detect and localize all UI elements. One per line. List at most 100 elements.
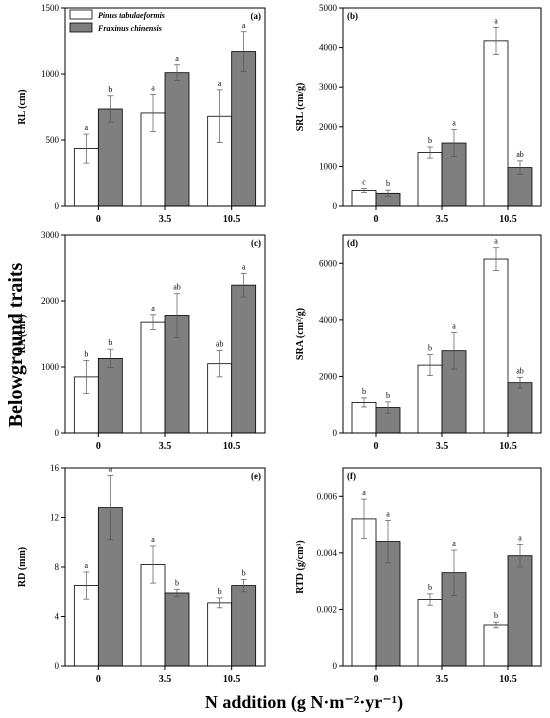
plot-frame bbox=[64, 467, 266, 667]
bar bbox=[417, 599, 443, 667]
x-tick-label: 10.5 bbox=[223, 674, 241, 685]
significance-letter: ab bbox=[173, 283, 181, 292]
significance-letter: b bbox=[175, 578, 179, 587]
panel-tag: (d) bbox=[347, 238, 358, 248]
bar bbox=[483, 40, 509, 207]
significance-letter: a bbox=[175, 54, 179, 63]
significance-letter: a bbox=[452, 539, 456, 548]
significance-letter: b bbox=[428, 136, 432, 145]
y-tick-label: 0.006 bbox=[317, 491, 338, 501]
y-tick-label: 0 bbox=[55, 428, 60, 438]
legend-label: Fraxinus chinensis bbox=[97, 24, 162, 33]
panel-tag: (b) bbox=[347, 11, 358, 21]
bar bbox=[97, 358, 123, 434]
significance-letter: b bbox=[108, 338, 112, 347]
panel-tag: (a) bbox=[251, 11, 262, 21]
y-tick-label: 1000 bbox=[41, 362, 60, 372]
y-tick-label: 5000 bbox=[319, 3, 338, 13]
x-tick-label: 10.5 bbox=[223, 441, 241, 452]
y-axis-label: RL (cm) bbox=[17, 89, 28, 124]
y-tick-label: 0 bbox=[55, 201, 60, 211]
y-tick-label: 0.004 bbox=[317, 548, 338, 558]
plot-frame bbox=[342, 7, 542, 207]
x-tick-label: 3.5 bbox=[159, 674, 172, 685]
significance-letter: b bbox=[386, 391, 390, 400]
x-tick-label: 3.5 bbox=[159, 441, 172, 452]
y-tick-label: 1000 bbox=[41, 69, 60, 79]
y-tick-label: 0 bbox=[333, 201, 338, 211]
significance-letter: b bbox=[428, 344, 432, 353]
panel-d: 0 2000 4000 6000 SRA (cm²/g) 0 b b 3.5 b a 10.5 a ab (… bbox=[295, 234, 542, 452]
significance-letter: a bbox=[362, 488, 366, 497]
significance-letter: a bbox=[242, 21, 246, 30]
significance-letter: ab bbox=[216, 340, 224, 349]
panel-e: 0 4 8 12 16 RD (mm) 0 a a 3.5 a b 10.5 b b (e) bbox=[17, 463, 266, 685]
significance-letter: b bbox=[242, 568, 246, 577]
x-tick-label: 0 bbox=[374, 441, 379, 452]
significance-letter: a bbox=[518, 533, 522, 542]
x-tick-label: 10.5 bbox=[223, 214, 241, 225]
bar bbox=[507, 555, 533, 667]
x-tick-label: 3.5 bbox=[436, 214, 449, 225]
x-tick-label: 3.5 bbox=[436, 674, 449, 685]
significance-letter: a bbox=[386, 509, 390, 518]
bar bbox=[231, 284, 257, 434]
significance-letter: a bbox=[494, 16, 498, 25]
legend: Pinus tabulaeformis Fraxinus chinensis bbox=[69, 9, 165, 33]
x-tick-label: 0 bbox=[374, 674, 379, 685]
significance-letter: a bbox=[494, 237, 498, 246]
bar bbox=[507, 382, 533, 434]
significance-letter: b bbox=[84, 349, 88, 358]
significance-letter: ab bbox=[516, 366, 524, 375]
y-tick-label: 3000 bbox=[41, 230, 60, 240]
plot-frame bbox=[342, 234, 542, 434]
y-tick-label: 500 bbox=[46, 135, 60, 145]
significance-letter: a bbox=[85, 123, 89, 132]
y-tick-label: 2000 bbox=[319, 371, 338, 381]
y-axis-label: RTD (g/cm³) bbox=[295, 540, 306, 593]
legend-swatch bbox=[69, 9, 93, 20]
y-tick-label: 16 bbox=[50, 463, 60, 473]
bar bbox=[97, 108, 123, 207]
significance-letter: b bbox=[494, 611, 498, 620]
y-tick-label: 8 bbox=[55, 562, 60, 572]
significance-letter: a bbox=[242, 262, 246, 271]
panel-b: 0 1000 2000 3000 4000 5000 SRL (cm/g) 0 c b 3.5 b a 1… bbox=[295, 3, 542, 225]
panel-a: 0 500 1000 1500 RL (cm) 0 a b 3.5 a a 10.5 a a (a) bbox=[17, 3, 266, 225]
y-tick-label: 0 bbox=[333, 428, 338, 438]
y-tick-label: 6000 bbox=[319, 258, 338, 268]
significance-letter: a bbox=[85, 561, 89, 570]
significance-letter: a bbox=[452, 321, 456, 330]
panel-tag: (f) bbox=[347, 471, 356, 481]
y-tick-label: 0 bbox=[55, 661, 60, 671]
x-tick-label: 0 bbox=[374, 214, 379, 225]
plot-frame bbox=[342, 467, 542, 667]
x-tick-label: 0 bbox=[96, 441, 101, 452]
y-tick-label: 2000 bbox=[319, 122, 338, 132]
significance-letter: b bbox=[218, 587, 222, 596]
x-tick-label: 0 bbox=[96, 674, 101, 685]
y-tick-label: 1000 bbox=[319, 161, 338, 171]
significance-letter: a bbox=[109, 464, 113, 473]
bar bbox=[140, 321, 166, 434]
y-tick-label: 4000 bbox=[319, 315, 338, 325]
significance-letter: a bbox=[151, 304, 155, 313]
y-tick-label: 1500 bbox=[41, 3, 60, 13]
y-tick-label: 4000 bbox=[319, 43, 338, 53]
panel-tag: (c) bbox=[251, 238, 261, 248]
shared-y-axis-label: Belowground traits bbox=[5, 262, 27, 427]
bar bbox=[164, 592, 190, 667]
y-tick-label: 0 bbox=[333, 661, 338, 671]
x-tick-label: 10.5 bbox=[499, 214, 517, 225]
bar bbox=[483, 258, 509, 434]
legend-label: Pinus tabulaeformis bbox=[98, 11, 165, 20]
significance-letter: a bbox=[218, 79, 222, 88]
panel-c: 0 1000 2000 3000 RA (cm²) 0 b b 3.5 a ab 10.5 ab a (c) bbox=[17, 230, 266, 452]
bar bbox=[417, 152, 443, 207]
y-tick-label: 0.002 bbox=[317, 604, 337, 614]
bar bbox=[207, 602, 233, 667]
y-axis-label: SRA (cm²/g) bbox=[295, 308, 306, 360]
bar bbox=[231, 51, 257, 207]
